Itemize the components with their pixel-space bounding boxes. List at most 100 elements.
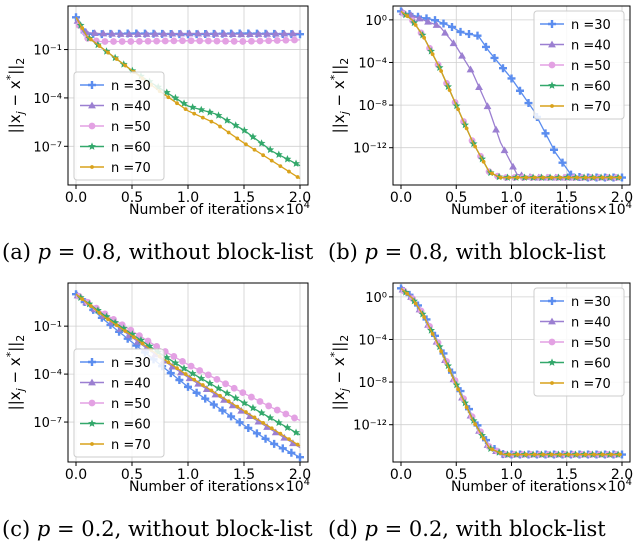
data-point	[583, 175, 588, 180]
data-point	[482, 42, 490, 51]
data-point	[230, 384, 238, 392]
data-point	[274, 150, 283, 158]
data-point	[209, 400, 218, 409]
data-point	[532, 452, 537, 457]
legend-entry: n =70	[80, 438, 151, 453]
data-point	[123, 63, 128, 68]
data-point	[507, 175, 512, 180]
data-point	[202, 29, 211, 37]
data-point	[249, 403, 257, 412]
data-point	[205, 379, 214, 387]
data-point	[185, 29, 194, 37]
legend-label: n =40	[111, 377, 151, 392]
data-point	[200, 115, 205, 120]
data-point	[162, 88, 171, 96]
data-point	[192, 388, 201, 397]
data-point	[498, 451, 503, 456]
data-point	[80, 26, 85, 30]
caption-c-var: p	[36, 517, 51, 541]
y-axis-label: ||xj − x*||2	[4, 58, 27, 134]
data-point	[263, 29, 271, 37]
caption-c-prefix: (c)	[2, 517, 37, 541]
data-point	[541, 452, 546, 457]
data-point	[151, 29, 159, 37]
data-point	[617, 452, 622, 457]
data-point	[223, 116, 232, 124]
data-point	[88, 37, 93, 42]
x-tick-label: 1.0	[177, 467, 199, 483]
x-axis-label: Number of iterations×104	[451, 477, 632, 495]
data-point	[230, 37, 238, 45]
data-point	[179, 37, 186, 45]
legend-label: n =30	[111, 356, 151, 371]
caption-b-rest: = 0.8, with block-list	[377, 240, 606, 264]
data-point	[228, 30, 237, 37]
legend-entry: n =60	[540, 80, 611, 95]
data-point	[142, 30, 151, 37]
legend-entry: n =40	[80, 100, 151, 115]
data-point	[282, 410, 290, 418]
data-point	[424, 17, 432, 25]
series-n70	[75, 293, 301, 447]
data-point	[209, 388, 214, 393]
data-point	[226, 130, 231, 135]
data-point	[516, 86, 524, 95]
data-point	[127, 38, 135, 45]
legend-box	[533, 287, 625, 397]
data-point	[296, 30, 304, 39]
x-tick-label: 0.0	[65, 190, 87, 206]
data-point	[439, 349, 444, 354]
data-point	[261, 420, 266, 425]
data-point	[481, 436, 486, 441]
data-point	[413, 23, 418, 27]
data-point	[213, 375, 221, 383]
legend-entry: n =30	[540, 18, 611, 33]
data-point	[490, 447, 495, 452]
y-tick-label: 10⁰	[365, 14, 387, 29]
data-point	[211, 29, 220, 37]
legend-label: n =30	[571, 18, 611, 33]
data-point	[261, 434, 270, 443]
y-axis-label: ||xj − x*||2	[4, 335, 27, 411]
x-axis-label: Number of iterations×104	[451, 200, 632, 218]
data-point	[269, 426, 274, 431]
data-point	[283, 423, 292, 431]
legend-entry: n =70	[80, 161, 151, 176]
chart-panel-d: 0.0 0.5 1.0 1.5 2.0 10⁻¹² 10⁻⁸ 10⁻⁴ 10⁰ Number of…	[328, 282, 633, 495]
data-point	[239, 389, 247, 397]
caption-d-rest: = 0.2, with block-list	[377, 517, 606, 541]
data-point	[507, 74, 516, 83]
data-point	[515, 452, 520, 457]
data-point	[257, 408, 266, 417]
data-point	[483, 102, 492, 110]
data-point	[97, 44, 102, 48]
data-point	[166, 95, 171, 100]
legend-label: n =30	[571, 295, 611, 310]
data-point	[269, 158, 274, 163]
series-line	[75, 16, 301, 180]
data-point	[202, 385, 211, 392]
data-point	[566, 452, 571, 457]
data-point	[270, 439, 279, 448]
data-point	[464, 126, 469, 131]
legend-label: n =60	[111, 141, 151, 156]
y-tick-label: 10⁻⁷	[33, 416, 62, 431]
data-point	[204, 37, 212, 45]
caption-a-var: p	[37, 240, 52, 264]
y-tick-label: 10⁻¹	[33, 320, 62, 335]
legend-entry: n =30	[540, 295, 611, 310]
x-tick-label: 1.0	[500, 467, 522, 483]
data-point	[292, 428, 300, 436]
data-point	[235, 404, 240, 409]
caption-a-rest: = 0.8, without block-list	[51, 240, 314, 264]
data-point	[439, 19, 448, 28]
data-point	[291, 414, 298, 422]
y-tick-label: 10⁻⁴	[33, 368, 62, 383]
data-point	[431, 16, 439, 25]
data-point	[131, 335, 136, 340]
x-tick-label: 2.0	[289, 190, 311, 206]
x-tick-label: 1.5	[233, 190, 255, 206]
y-tick-label: 10⁻⁴	[358, 56, 387, 71]
data-point	[222, 380, 229, 388]
data-point	[422, 35, 427, 40]
